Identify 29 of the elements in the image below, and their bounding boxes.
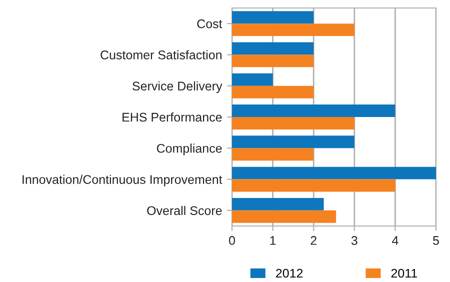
- bar: [232, 54, 314, 68]
- bar: [232, 198, 324, 210]
- y-tick-label: Cost: [197, 19, 222, 28]
- x-tick-label: 1: [270, 236, 276, 245]
- x-tick-label: 2: [310, 236, 316, 245]
- bar: [232, 148, 314, 161]
- x-tick-label: 4: [392, 236, 398, 245]
- y-tick-label: Service Delivery: [132, 81, 222, 93]
- bar: [232, 73, 273, 86]
- bar: [232, 42, 314, 55]
- x-tick-label: 0: [229, 236, 235, 245]
- bar: [232, 179, 396, 192]
- bar: [232, 104, 396, 117]
- bar: [232, 210, 336, 223]
- y-tick-label: Innovation/Continuous Improvement: [22, 174, 222, 186]
- x-tick-label: 5: [433, 236, 439, 245]
- y-tick-label: Compliance: [156, 144, 222, 156]
- bar: [232, 24, 354, 36]
- bar: [232, 11, 314, 24]
- bar: [232, 117, 354, 130]
- y-tick-label: EHS Performance: [122, 112, 222, 122]
- bar: [232, 136, 354, 148]
- y-tick-label: Customer Satisfaction: [100, 50, 222, 60]
- y-tick-label: Overall Score: [147, 206, 222, 216]
- legend-label: 2012: [276, 268, 303, 278]
- bar: [232, 86, 314, 98]
- legend-label: 2011: [391, 268, 417, 278]
- bar: [232, 166, 436, 180]
- x-tick-label: 3: [351, 236, 358, 245]
